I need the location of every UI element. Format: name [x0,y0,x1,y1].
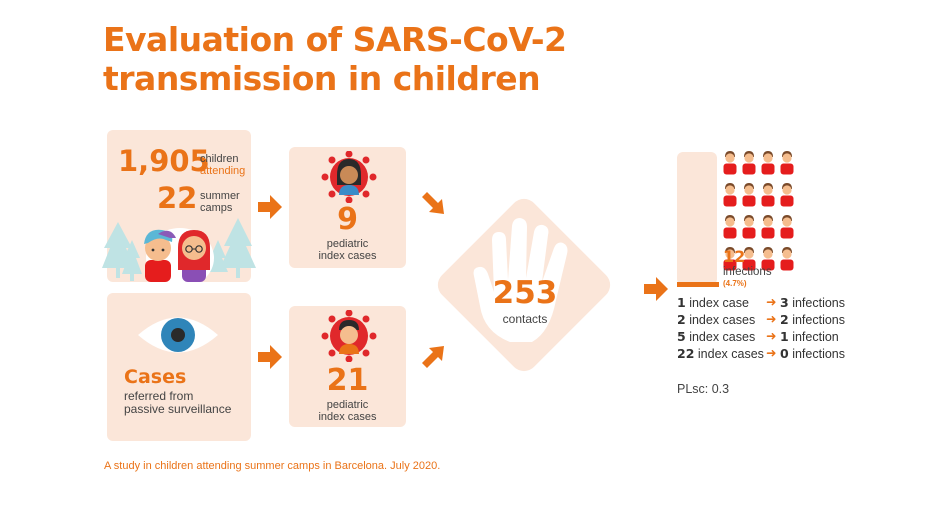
virus-icon [321,310,377,362]
title-line-2: transmission in children [103,59,541,98]
breakdown-list: 1 index case ➜ 3 infections 2 index case… [677,294,877,362]
arrow-icon: ➜ [766,346,777,360]
infections-percent: (4.7%) [723,279,747,288]
children-stat: 1,905 [118,145,210,177]
index-bottom-label-2: index cases [318,411,377,423]
infections-label: infections [723,266,772,278]
index-bottom-label-1: pediatric [326,399,369,411]
infections-bar [677,152,717,285]
arrow-icon: ➜ [766,295,777,309]
contacts-label: contacts [502,312,548,326]
arrow-icon [258,195,282,219]
person-icon [742,215,756,239]
person-icon [780,247,794,271]
index-bottom-count: 21 [326,363,369,398]
title-line-1: Evaluation of SARS-CoV-2 [103,20,567,59]
girl-icon [178,230,210,282]
person-icon [780,183,794,207]
arrow-icon [644,277,668,301]
children-count: 1,905 [118,144,210,178]
eye-icon [138,317,218,353]
children-label-2: attending [200,165,246,177]
camps-label: summer camps [200,190,240,214]
person-icon [723,215,737,239]
tree-icon [220,218,256,278]
camps-label-2: camps [200,202,233,214]
person-icon [742,183,756,207]
arrow-icon: ➜ [766,312,777,326]
surveillance-heading: Cases [124,366,187,388]
camp-illustration [102,218,256,285]
arrow-icon: ➜ [766,329,777,343]
hand-icon [473,218,568,342]
index-bottom-label: pediatric index cases [289,399,406,423]
breakdown-row: 22 index cases ➜ 0 infections [677,346,845,361]
person-icon [761,183,775,207]
index-top-label: pediatric index cases [289,238,406,262]
contacts-count: 253 [492,275,558,311]
person-icon [723,151,737,175]
index-top-count: 9 [337,202,358,237]
surveillance-line-1: referred from [124,389,194,403]
plsc-value: PLsc: 0.3 [677,382,730,396]
surveillance-text: referred from passive surveillance [124,390,231,416]
breakdown-row: 1 index case ➜ 3 infections [677,295,845,310]
infections-baseline [677,282,719,287]
children-label-1: children [200,153,239,165]
camps-label-1: summer [200,190,240,202]
surveillance-line-2: passive surveillance [124,402,232,416]
children-label: children attending [200,153,245,177]
footer-note: A study in children attending summer cam… [104,460,441,472]
person-icon [761,215,775,239]
tree-icon [122,240,142,281]
virus-icon [321,151,377,203]
person-icon [780,215,794,239]
camps-count: 22 [157,181,198,215]
person-icon [742,151,756,175]
index-top-label-1: pediatric [326,238,369,250]
person-icon [761,151,775,175]
person-icon [761,247,775,271]
arrow-icon [258,345,282,369]
breakdown-row: 5 index cases ➜ 1 infection [677,329,839,344]
arrow-icon [422,346,444,368]
infections-count: 12 [723,247,746,266]
boy-icon [144,229,176,282]
person-icon [742,247,756,271]
person-icon [780,151,794,175]
person-icon [723,183,737,207]
arrow-icon [422,192,444,214]
breakdown-row: 2 index cases ➜ 2 infections [677,312,845,327]
person-icon [723,247,737,271]
camps-stat: 22 [157,182,197,214]
page-title: Evaluation of SARS-CoV-2 transmission in… [103,20,567,98]
index-top-label-2: index cases [318,250,377,262]
